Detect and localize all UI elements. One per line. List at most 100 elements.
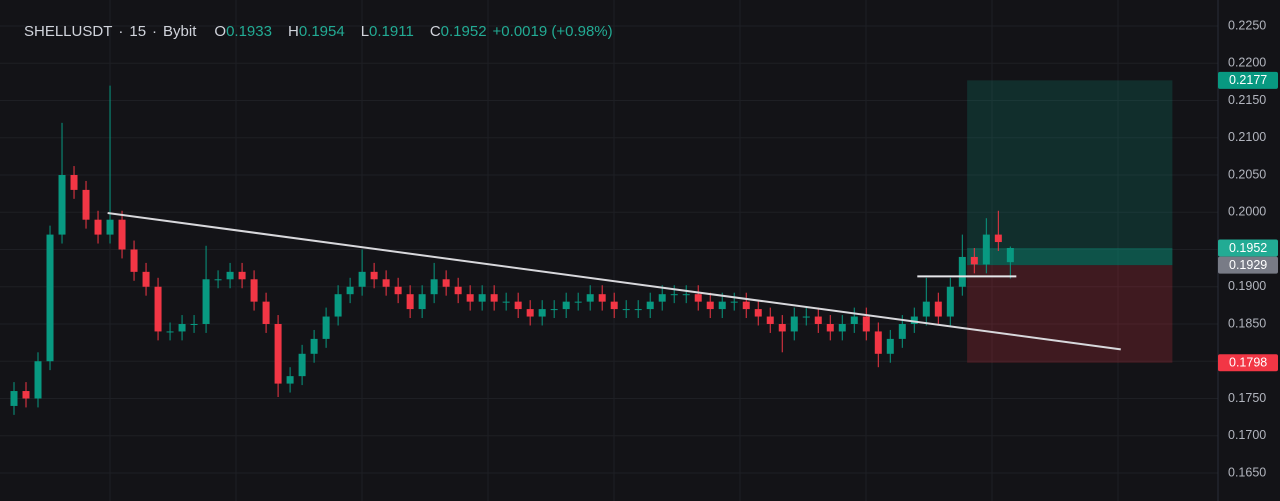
- candle-body: [10, 391, 18, 406]
- price-tag: [1218, 239, 1278, 257]
- candle-body: [742, 301, 750, 310]
- candle-body: [394, 286, 402, 295]
- candle-body: [514, 301, 522, 310]
- candle-body: [406, 294, 414, 310]
- candle-body: [262, 301, 270, 324]
- candle-body: [34, 361, 42, 399]
- candle-body: [334, 294, 342, 317]
- interval: 15: [129, 23, 147, 40]
- candle-body: [610, 301, 618, 310]
- candle-body: [190, 323, 198, 325]
- candle-body: [706, 301, 714, 310]
- price-tag: [1218, 354, 1278, 372]
- candle-body: [622, 309, 630, 311]
- candle-body: [922, 301, 930, 317]
- trendline: [107, 211, 1121, 351]
- candle-body: [598, 294, 606, 302]
- candle-body: [802, 316, 810, 318]
- candle-body: [130, 249, 138, 272]
- symbol: SHELLUSDT: [24, 23, 113, 40]
- candle-body: [382, 279, 390, 287]
- profit-zone: [967, 248, 1173, 266]
- candle-body: [154, 286, 162, 332]
- ohlc-label: O: [214, 23, 227, 40]
- candle-body: [874, 331, 882, 354]
- target-zone: [967, 80, 1173, 266]
- candle-body: [430, 279, 438, 295]
- candle-body: [970, 256, 978, 265]
- price-tag-label: 0.2177: [1229, 73, 1267, 87]
- candle-body: [70, 174, 78, 190]
- candle-body: [370, 271, 378, 280]
- candle-body: [790, 316, 798, 332]
- candle-body: [766, 316, 774, 324]
- candle-body: [106, 219, 114, 235]
- candle-body: [562, 301, 570, 310]
- candle-body: [886, 338, 894, 354]
- ohlc-value: 0.1911: [369, 23, 414, 40]
- candle-body: [694, 294, 702, 302]
- candle-body: [466, 294, 474, 302]
- y-tick-label: 0.2100: [1228, 130, 1266, 144]
- candle-body: [778, 323, 786, 332]
- price-tag: [1218, 71, 1278, 89]
- header: SHELLUSDT · 15 · Bybit O 0.1933 H 0.1954 L 0.…: [24, 23, 613, 40]
- candle-body: [646, 301, 654, 310]
- candle-body: [982, 234, 990, 265]
- candle-body: [490, 294, 498, 302]
- ohlc-value: 0.1933: [226, 23, 272, 40]
- candle-body: [298, 353, 306, 377]
- candle-body: [658, 294, 666, 302]
- candle-body: [358, 271, 366, 287]
- y-tick-label: 0.2250: [1228, 18, 1266, 32]
- y-tick-label: 0.2150: [1228, 93, 1266, 107]
- y-tick-label: 0.1650: [1228, 465, 1266, 479]
- candle-body: [142, 271, 150, 287]
- ohlc-label: L: [360, 23, 370, 40]
- price-tag-label: 0.1798: [1229, 356, 1267, 370]
- candle-body: [82, 189, 90, 220]
- candle-body: [538, 309, 546, 317]
- candle-body: [94, 219, 102, 235]
- candle-body: [634, 309, 642, 311]
- candle-body: [754, 309, 762, 317]
- candle-body: [526, 309, 534, 317]
- ohlc-label: C: [429, 23, 441, 40]
- candle-body: [958, 256, 966, 287]
- candle-body: [730, 301, 738, 303]
- price-tag-label: 0.1929: [1229, 258, 1267, 272]
- candle-body: [478, 294, 486, 302]
- candle-body: [418, 294, 426, 310]
- candle-body: [850, 316, 858, 324]
- candle-body: [934, 301, 942, 317]
- candle-body: [274, 323, 282, 384]
- candle-body: [238, 271, 246, 280]
- candle-body: [910, 316, 918, 324]
- ohlc-value: 0.1952: [440, 23, 487, 40]
- candle-body: [718, 301, 726, 310]
- ohlc-value: 0.1954: [298, 23, 345, 40]
- candle-body: [898, 323, 906, 339]
- candle-body: [202, 279, 210, 324]
- y-tick-label: 0.2200: [1228, 56, 1266, 70]
- candle-body: [46, 234, 54, 362]
- candle-body: [310, 338, 318, 354]
- candle-body: [838, 323, 846, 332]
- candle-body: [118, 219, 126, 250]
- candle-body: [346, 286, 354, 295]
- candle-body: [826, 323, 834, 332]
- candle-body: [946, 286, 954, 317]
- exchange: Bybit: [163, 23, 197, 40]
- candle-body: [550, 309, 558, 311]
- y-tick-label: 0.1850: [1228, 316, 1266, 330]
- candle-body: [994, 234, 1002, 243]
- candle-body: [286, 376, 294, 384]
- candle-body: [226, 271, 234, 280]
- price-tag: [1218, 256, 1278, 274]
- candle-body: [58, 174, 66, 235]
- y-tick-label: 0.2000: [1228, 205, 1266, 219]
- candle-body: [442, 279, 450, 287]
- y-tick-label: 0.1700: [1228, 428, 1266, 442]
